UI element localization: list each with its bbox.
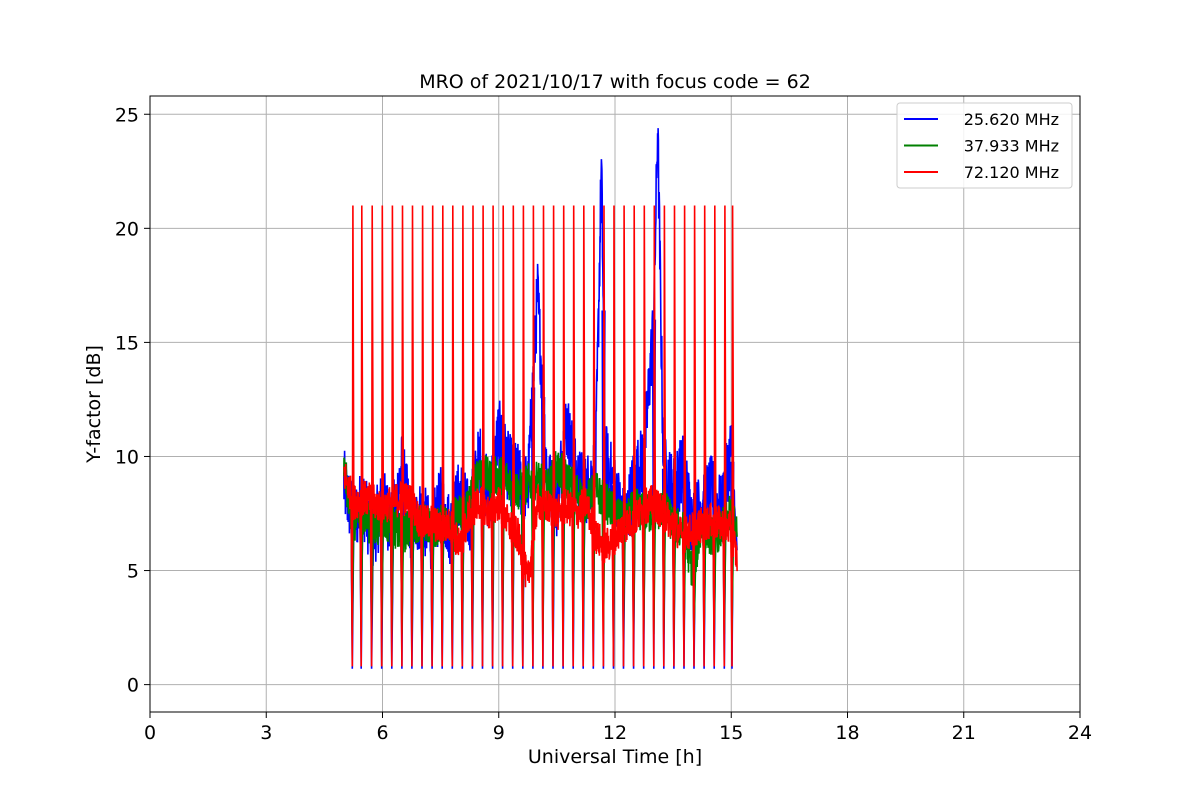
x-tick-label: 9	[493, 722, 505, 744]
calibration-spike	[581, 205, 586, 667]
y-tick-label: 25	[115, 104, 139, 126]
calibration-spike	[631, 205, 636, 667]
calibration-spike	[399, 205, 405, 667]
x-tick-label: 18	[835, 722, 859, 744]
calibration-spike	[379, 205, 385, 667]
calibration-spike	[551, 205, 556, 667]
legend-box	[896, 102, 1073, 189]
x-tick-label: 15	[719, 722, 743, 744]
x-axis: 0 3 6 9 12 15 18 21 24	[144, 712, 1092, 744]
series-line	[343, 463, 738, 588]
y-tick-label: 15	[115, 332, 139, 354]
calibration-spike	[369, 205, 374, 667]
legend: 25.620 MHz 37.933 MHz 72.120 MHz	[896, 102, 1073, 189]
x-tick-label: 24	[1068, 722, 1092, 744]
calibration-spike	[500, 205, 505, 667]
calibration-spike	[450, 205, 455, 667]
calibration-spike	[410, 205, 415, 667]
calibration-spike	[712, 205, 717, 667]
chart-title: MRO of 2021/10/17 with focus code = 62	[419, 71, 811, 93]
calibration-spike	[641, 205, 646, 667]
legend-label: 25.620 MHz	[964, 110, 1059, 129]
x-tick-label: 0	[144, 722, 156, 744]
series-layer	[343, 128, 738, 669]
calibration-spike	[490, 205, 495, 667]
y-tick-label: 5	[127, 561, 139, 583]
calibration-spike	[692, 205, 697, 667]
legend-label: 72.120 MHz	[964, 163, 1059, 182]
calibration-spike	[591, 205, 596, 667]
calibration-spike	[601, 205, 606, 667]
y-tick-label: 0	[127, 675, 139, 697]
calibration-spike	[682, 205, 687, 667]
calibration-spike	[702, 205, 707, 667]
x-tick-label: 21	[952, 722, 976, 744]
calibration-spike	[510, 205, 516, 667]
calibration-spike	[420, 205, 425, 667]
x-tick-label: 12	[603, 722, 627, 744]
y-axis: 0 5 10 15 20 25	[115, 104, 150, 697]
x-tick-label: 3	[260, 722, 272, 744]
calibration-spike	[611, 205, 616, 667]
calibration-spike	[541, 205, 546, 667]
calibration-spike	[561, 205, 566, 667]
calibration-spike	[430, 205, 435, 667]
calibration-spike	[621, 205, 626, 667]
calibration-spike	[359, 205, 364, 667]
calibration-spike	[722, 205, 727, 667]
y-axis-label: Y-factor [dB]	[83, 345, 105, 464]
calibration-spike	[571, 205, 576, 667]
calibration-spike	[480, 205, 485, 667]
legend-label: 37.933 MHz	[964, 137, 1059, 156]
calibration-spike	[440, 205, 445, 667]
x-axis-label: Universal Time [h]	[528, 746, 702, 768]
calibration-spike	[460, 205, 465, 667]
calibration-spike	[530, 205, 536, 667]
series-72-120-mhz	[343, 205, 738, 667]
x-tick-label: 6	[376, 722, 388, 744]
calibration-spike	[350, 205, 355, 667]
y-tick-label: 10	[115, 446, 139, 468]
calibration-spike	[470, 205, 475, 667]
calibration-spike	[651, 205, 657, 667]
calibration-spike	[730, 205, 735, 667]
calibration-spike	[661, 205, 667, 667]
calibration-spike	[520, 205, 526, 667]
calibration-spike	[671, 205, 677, 667]
y-tick-label: 20	[115, 218, 139, 240]
calibration-spike	[389, 205, 395, 667]
